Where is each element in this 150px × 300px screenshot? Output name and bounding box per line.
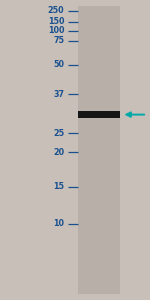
Text: 25: 25 <box>53 129 64 138</box>
Text: 250: 250 <box>48 6 64 15</box>
Text: 150: 150 <box>48 17 64 26</box>
Text: 75: 75 <box>54 36 64 45</box>
Text: 15: 15 <box>54 182 64 191</box>
Text: 100: 100 <box>48 26 64 35</box>
Bar <box>78 111 120 118</box>
Text: 37: 37 <box>54 90 64 99</box>
Text: 20: 20 <box>53 148 64 157</box>
Text: 10: 10 <box>54 219 64 228</box>
Bar <box>78 6 120 294</box>
Text: 50: 50 <box>54 60 64 69</box>
